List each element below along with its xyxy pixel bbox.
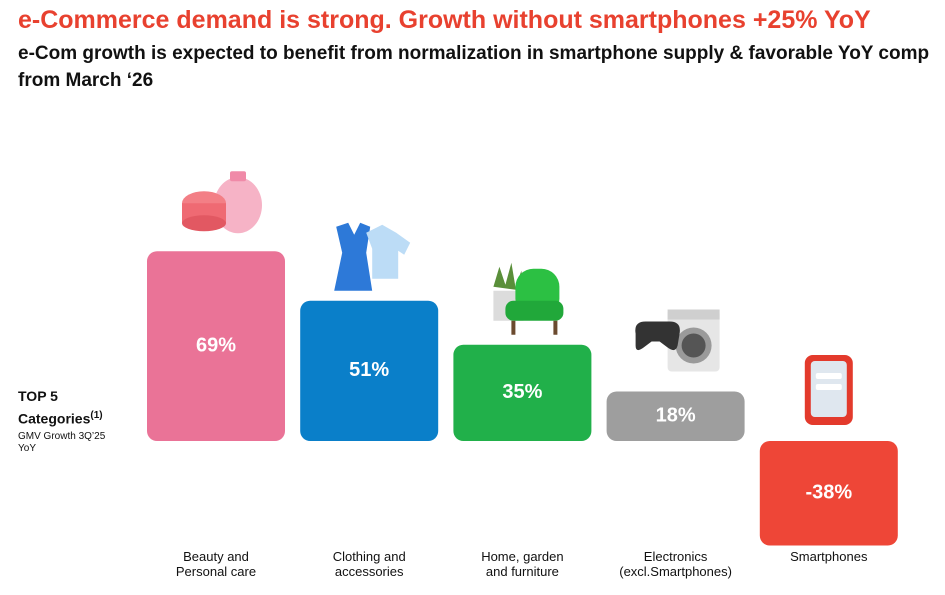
category-label: Electronics (excl.Smartphones) xyxy=(619,549,732,579)
annotation-heading: TOP 5 xyxy=(18,388,58,404)
category-label: Beauty and Personal care xyxy=(175,549,257,579)
icon-part xyxy=(553,320,558,335)
value-label: -38% xyxy=(805,482,852,504)
value-label: 18% xyxy=(656,405,696,427)
icon-part xyxy=(505,300,564,321)
icon-part xyxy=(182,215,226,232)
value-label: 35% xyxy=(502,381,542,403)
chart-subtitle: e-Com growth is expected to benefit from… xyxy=(18,43,930,91)
bar xyxy=(300,300,439,441)
category-icon xyxy=(635,309,720,372)
annotation: TOP 5 Categories(1) GMV Growth 3Q’25 YoY xyxy=(18,387,123,455)
icon-part xyxy=(230,171,246,182)
icon-part xyxy=(667,309,720,320)
category-icon xyxy=(804,355,853,425)
category-icon xyxy=(182,171,262,234)
bar xyxy=(453,344,592,441)
annotation-subheading-row: Categories(1) xyxy=(18,406,123,429)
icon-part xyxy=(815,373,842,379)
category-icon xyxy=(334,222,411,291)
bar xyxy=(606,391,745,441)
value-label: 69% xyxy=(196,334,236,356)
category-icon xyxy=(493,262,564,335)
annotation-caption: GMV Growth 3Q’25 YoY xyxy=(18,430,106,454)
value-label: 51% xyxy=(349,359,389,381)
chart-title: e-Commerce demand is strong. Growth with… xyxy=(18,6,871,34)
bar xyxy=(759,441,898,546)
category-label: Smartphones xyxy=(790,549,868,564)
icon-part xyxy=(511,320,516,335)
icon-part xyxy=(635,321,680,351)
icon-part xyxy=(493,262,524,291)
annotation-subheading: Categories xyxy=(18,410,91,427)
footnote-ref: (1) xyxy=(90,410,103,421)
icon-part xyxy=(681,333,706,358)
icon-part xyxy=(366,224,411,279)
bar xyxy=(147,251,285,441)
category-label: Clothing and accessories xyxy=(332,549,406,579)
icon-part xyxy=(815,384,842,390)
category-label: Home, garden and furniture xyxy=(481,549,564,579)
icon-part xyxy=(334,222,373,291)
